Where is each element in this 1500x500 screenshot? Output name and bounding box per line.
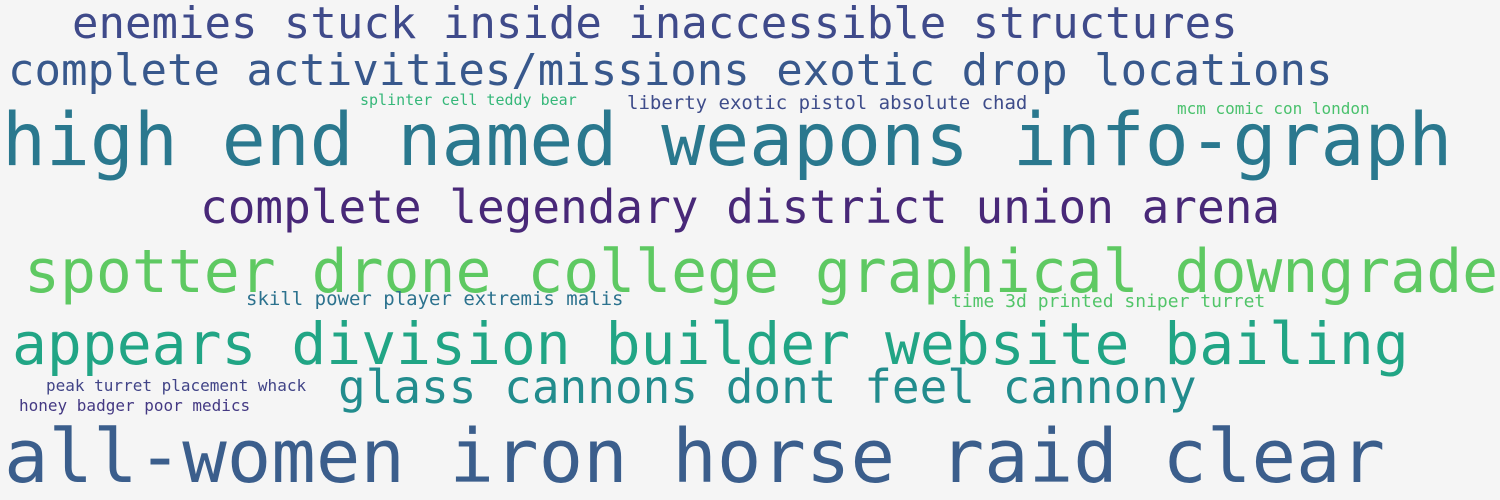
word-honey-badger: honey badger poor medics [19,396,251,415]
word-glass-cannons: glass cannons dont feel cannony [338,360,1197,414]
word-spotter-drone: spotter drone college graphical downgrad… [24,238,1499,307]
word-complete-activities: complete activities/missions exotic drop… [8,45,1333,96]
word-time-3d-printed: time 3d printed sniper turret [951,291,1266,312]
word-peak-turret: peak turret placement whack [46,376,307,395]
word-mcm-comic-con: mcm comic con london [1177,99,1370,118]
word-skill-power: skill power player extremis malis [246,288,624,310]
word-complete-legendary: complete legendary district union arena [200,180,1281,234]
word-liberty-exotic: liberty exotic pistol absolute chad [627,92,1028,114]
word-enemies-stuck: enemies stuck inside inaccessible struct… [72,0,1238,49]
word-all-women: all-women iron horse raid clear [4,414,1386,500]
word-splinter-cell: splinter cell teddy bear [360,91,577,109]
word-appears-division: appears division builder website bailing [12,310,1409,378]
word-high-end-named: high end named weapons info-graph [2,98,1453,183]
